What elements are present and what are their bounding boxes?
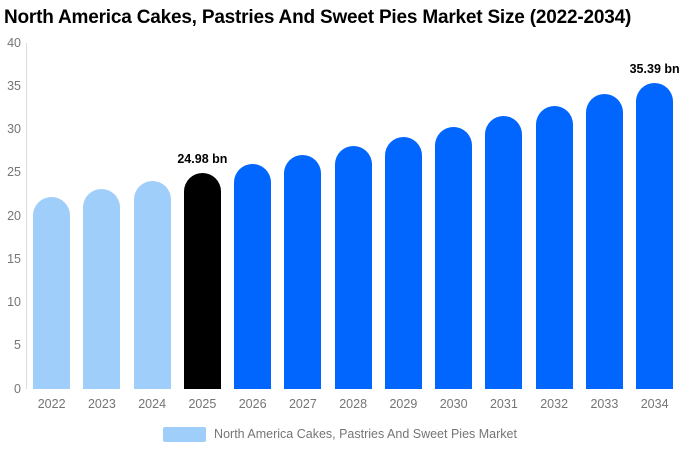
value-label-2025: 24.98 bn xyxy=(177,151,228,166)
value-label-2034: 35.39 bn xyxy=(629,61,680,76)
legend-swatch-icon xyxy=(163,426,207,442)
y-axis-tick-label: 15 xyxy=(7,251,21,266)
bar-2024[interactable] xyxy=(133,181,171,389)
x-axis-label-2030: 2030 xyxy=(439,397,468,411)
x-axis-label-2033: 2033 xyxy=(590,397,619,411)
bar-2025[interactable] xyxy=(183,172,221,389)
bar-2031[interactable] xyxy=(485,116,523,389)
bar-2028[interactable] xyxy=(334,146,372,389)
y-axis-tick-label: 0 xyxy=(14,381,21,396)
bar-2029[interactable] xyxy=(384,136,422,389)
y-axis-tick-label: 20 xyxy=(7,208,21,223)
x-axis-label-2028: 2028 xyxy=(339,397,368,411)
legend-label: North America Cakes, Pastries And Sweet … xyxy=(214,426,517,441)
x-axis-label-2027: 2027 xyxy=(288,397,317,411)
x-axis-label-2024: 2024 xyxy=(138,397,167,411)
x-axis-label-2026: 2026 xyxy=(238,397,267,411)
x-axis-label-2023: 2023 xyxy=(87,397,116,411)
y-axis-line xyxy=(26,43,27,389)
bar-2034[interactable] xyxy=(636,82,674,389)
x-axis-label-2029: 2029 xyxy=(389,397,418,411)
y-axis-tick-label: 35 xyxy=(7,78,21,93)
bar-2026[interactable] xyxy=(234,164,272,389)
y-axis-tick-label: 40 xyxy=(7,35,21,50)
bar-2032[interactable] xyxy=(535,105,573,389)
legend-item[interactable]: North America Cakes, Pastries And Sweet … xyxy=(0,426,680,442)
bar-2030[interactable] xyxy=(435,126,473,389)
chart-title: North America Cakes, Pastries And Sweet … xyxy=(4,7,632,28)
x-axis-label-2034: 2034 xyxy=(640,397,669,411)
x-axis-label-2022: 2022 xyxy=(37,397,66,411)
y-axis-tick-label: 30 xyxy=(7,122,21,136)
bar-2023[interactable] xyxy=(83,189,121,389)
y-axis-tick-label: 10 xyxy=(7,295,21,309)
bar-2027[interactable] xyxy=(284,155,322,389)
x-axis-label-2032: 2032 xyxy=(540,397,569,411)
x-axis-label-2025: 2025 xyxy=(188,397,217,411)
y-axis-tick-label: 25 xyxy=(7,165,21,180)
x-axis-label-2031: 2031 xyxy=(489,397,518,411)
y-axis-tick-label: 5 xyxy=(14,338,21,353)
bar-2022[interactable] xyxy=(33,196,71,389)
bar-2033[interactable] xyxy=(585,94,623,389)
